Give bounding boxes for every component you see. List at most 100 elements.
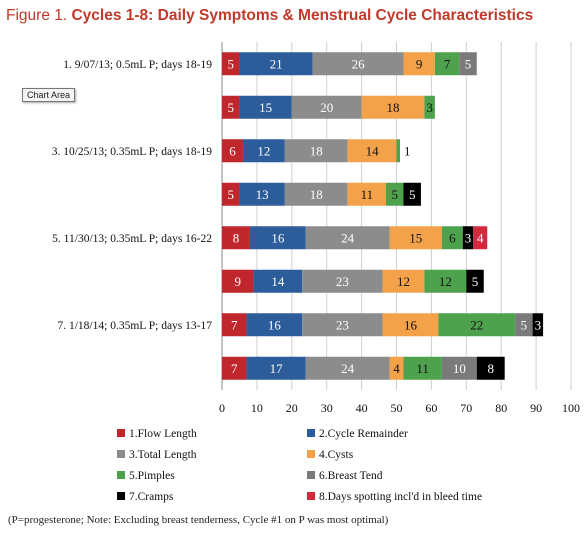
bar-segment bbox=[222, 313, 247, 337]
bar-segment bbox=[222, 269, 254, 293]
bar-segment bbox=[515, 313, 533, 337]
x-tick-label: 30 bbox=[321, 401, 333, 415]
bar-segment bbox=[239, 182, 285, 206]
bar-segment bbox=[302, 269, 383, 293]
bar-value-label: 18 bbox=[310, 143, 323, 158]
bar-segment bbox=[222, 226, 250, 250]
bar-segment bbox=[222, 95, 240, 119]
x-tick-label: 90 bbox=[530, 401, 542, 415]
bar-segment bbox=[434, 52, 460, 76]
bar-segment bbox=[438, 313, 516, 337]
bar-segment bbox=[253, 269, 303, 293]
footnote: (P=progesterone; Note: Excluding breast … bbox=[8, 514, 389, 526]
bar-segment bbox=[347, 139, 397, 163]
bar-value-label: 15 bbox=[409, 230, 422, 245]
bar-segment bbox=[396, 139, 400, 163]
bar-segment bbox=[441, 226, 463, 250]
x-tick-labels: 0 10 20 30 40 50 60 70 80 90 100 bbox=[219, 401, 580, 415]
bar-segment bbox=[242, 139, 285, 163]
bar-segment bbox=[459, 52, 477, 76]
legend-swatch bbox=[307, 429, 315, 437]
bar-value-label: 4 bbox=[477, 230, 484, 245]
bar-value-label: 5 bbox=[227, 100, 234, 115]
x-tick-label: 10 bbox=[251, 401, 263, 415]
bar-value-label: 16 bbox=[404, 317, 418, 332]
bar-segment bbox=[239, 52, 313, 76]
x-tick-label: 100 bbox=[562, 401, 580, 415]
legend-swatch bbox=[117, 429, 125, 437]
bar-value-label: 11 bbox=[361, 187, 374, 202]
legend-swatch bbox=[117, 471, 125, 479]
chart-title: Figure 1. Cycles 1-8: Daily Symptoms & M… bbox=[6, 7, 533, 25]
bar-value-label: 9 bbox=[234, 274, 241, 289]
legend-entry: 7.Cramps bbox=[129, 491, 174, 503]
bar-value-label: 10 bbox=[453, 361, 466, 376]
bar-value-label: 5 bbox=[409, 187, 416, 202]
bar-value-label: 22 bbox=[470, 317, 483, 332]
legend-swatch bbox=[117, 492, 125, 500]
bar-value-label: 5 bbox=[227, 187, 234, 202]
gridlines bbox=[221, 42, 572, 390]
bar-value-label: 18 bbox=[310, 187, 323, 202]
bar-segment bbox=[462, 226, 474, 250]
bar-value-label: 6 bbox=[449, 230, 456, 245]
bar-segment bbox=[291, 95, 362, 119]
bar-segment bbox=[246, 356, 306, 380]
legend-entry: 1.Flow Length bbox=[129, 428, 197, 440]
bar-segment bbox=[476, 356, 505, 380]
bar-value-label: 13 bbox=[256, 187, 269, 202]
bar-segment bbox=[361, 95, 425, 119]
legend-entry: 3.Total Length bbox=[129, 449, 197, 461]
bar-segment bbox=[389, 226, 442, 250]
legend-entry: 5.Pimples bbox=[129, 470, 175, 482]
bar-segment bbox=[222, 52, 240, 76]
legend-entry: 6.Breast Tend bbox=[319, 470, 383, 482]
legend-swatch bbox=[307, 492, 315, 500]
bar-segment bbox=[249, 226, 306, 250]
bar-segment bbox=[466, 269, 484, 293]
category-label: 7. 1/18/14; 0.35mL P; days 13-17 bbox=[57, 320, 212, 332]
x-tick-label: 0 bbox=[219, 401, 225, 415]
chart-title-prefix: Figure 1. bbox=[6, 7, 68, 24]
legend-swatch bbox=[307, 450, 315, 458]
bar-segment bbox=[473, 226, 488, 250]
bar-value-label: 18 bbox=[387, 100, 400, 115]
bar-value-label: 7 bbox=[231, 361, 238, 376]
bar-value-label: 5 bbox=[472, 274, 479, 289]
bar-value-label: 26 bbox=[352, 56, 366, 71]
category-labels: 1. 9/07/13; 0.5mL P; days 18-19 3. 10/25/… bbox=[52, 59, 213, 332]
bar-value-label: 16 bbox=[271, 230, 285, 245]
legend: 1.Flow Length 2.Cycle Remainder 3.Total Le… bbox=[117, 428, 482, 503]
bar-segment bbox=[403, 52, 435, 76]
bar-value-label: 4 bbox=[393, 361, 400, 376]
x-tick-label: 80 bbox=[495, 401, 507, 415]
bar-value-label: 12 bbox=[257, 143, 270, 158]
bar-value-label: 8 bbox=[233, 230, 240, 245]
bar-segment bbox=[424, 269, 467, 293]
bar-value-label: 5 bbox=[392, 187, 399, 202]
bar-value-label: 7 bbox=[231, 317, 238, 332]
bar-segment bbox=[246, 313, 303, 337]
bar-segment bbox=[239, 95, 292, 119]
bar-segment bbox=[222, 356, 247, 380]
x-tick-label: 40 bbox=[356, 401, 368, 415]
bar-segment bbox=[305, 226, 390, 250]
bar-value-label: 3 bbox=[465, 230, 472, 245]
bar-value-label: 12 bbox=[397, 274, 410, 289]
legend-swatch bbox=[307, 471, 315, 479]
bar-value-label: 6 bbox=[229, 143, 236, 158]
bar-value-label: 11 bbox=[416, 361, 429, 376]
category-label: 5. 11/30/13; 0.35mL P; days 16-22 bbox=[52, 233, 212, 245]
bar-value-label: 8 bbox=[487, 361, 494, 376]
bar-value-label: 23 bbox=[336, 274, 349, 289]
bar-segment bbox=[222, 182, 240, 206]
bar-value-label: 23 bbox=[336, 317, 349, 332]
bar-value-label: 24 bbox=[341, 361, 355, 376]
bar-value-label: 7 bbox=[444, 56, 451, 71]
category-label: 3. 10/25/13; 0.35mL P; days 18-19 bbox=[52, 146, 213, 158]
bar-value-label: 1 bbox=[404, 143, 411, 158]
bar-value-label: 16 bbox=[268, 317, 282, 332]
bar-value-label: 3 bbox=[535, 317, 542, 332]
bar-value-label: 15 bbox=[259, 100, 272, 115]
